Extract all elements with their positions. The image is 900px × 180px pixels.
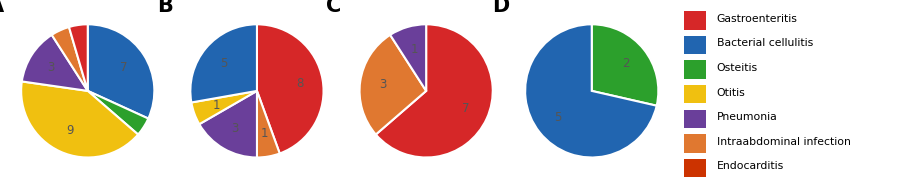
Text: B: B — [158, 0, 173, 16]
Text: 3: 3 — [380, 78, 387, 91]
Text: D: D — [491, 0, 509, 16]
FancyBboxPatch shape — [684, 11, 706, 30]
Text: Osteitis: Osteitis — [716, 63, 758, 73]
Text: Gastroenteritis: Gastroenteritis — [716, 14, 797, 24]
Text: 5: 5 — [220, 57, 228, 70]
FancyBboxPatch shape — [684, 134, 706, 153]
Text: Pneumonia: Pneumonia — [716, 112, 778, 122]
FancyBboxPatch shape — [684, 60, 706, 79]
FancyBboxPatch shape — [684, 110, 706, 128]
Wedge shape — [51, 27, 88, 91]
Text: Endocarditis: Endocarditis — [716, 161, 784, 171]
Wedge shape — [256, 24, 323, 154]
Wedge shape — [360, 35, 427, 134]
Text: 9: 9 — [66, 124, 74, 137]
FancyBboxPatch shape — [684, 36, 706, 54]
Text: 7: 7 — [121, 61, 128, 74]
Text: Bacterial cellulitis: Bacterial cellulitis — [716, 39, 813, 48]
Wedge shape — [191, 24, 257, 102]
FancyBboxPatch shape — [684, 85, 706, 103]
Wedge shape — [22, 35, 88, 91]
Text: Intraabdominal infection: Intraabdominal infection — [716, 137, 850, 147]
Wedge shape — [390, 24, 427, 91]
Wedge shape — [591, 24, 658, 106]
Wedge shape — [256, 91, 280, 158]
Text: C: C — [326, 0, 341, 16]
Text: 1: 1 — [261, 127, 268, 140]
FancyBboxPatch shape — [684, 159, 706, 177]
Text: 3: 3 — [231, 122, 239, 135]
Wedge shape — [192, 91, 257, 124]
Text: A: A — [0, 0, 4, 16]
Wedge shape — [88, 91, 148, 134]
Wedge shape — [376, 24, 492, 158]
Text: 1: 1 — [410, 43, 418, 56]
Wedge shape — [22, 81, 138, 158]
Text: 2: 2 — [622, 57, 629, 70]
Text: 5: 5 — [554, 111, 562, 124]
Text: 3: 3 — [48, 61, 55, 74]
Wedge shape — [199, 91, 257, 158]
Text: 7: 7 — [462, 102, 469, 115]
Text: Otitis: Otitis — [716, 88, 745, 98]
Text: 1: 1 — [212, 99, 220, 112]
Wedge shape — [69, 24, 88, 91]
Wedge shape — [526, 24, 657, 158]
Wedge shape — [87, 24, 154, 119]
Text: 8: 8 — [296, 77, 303, 90]
